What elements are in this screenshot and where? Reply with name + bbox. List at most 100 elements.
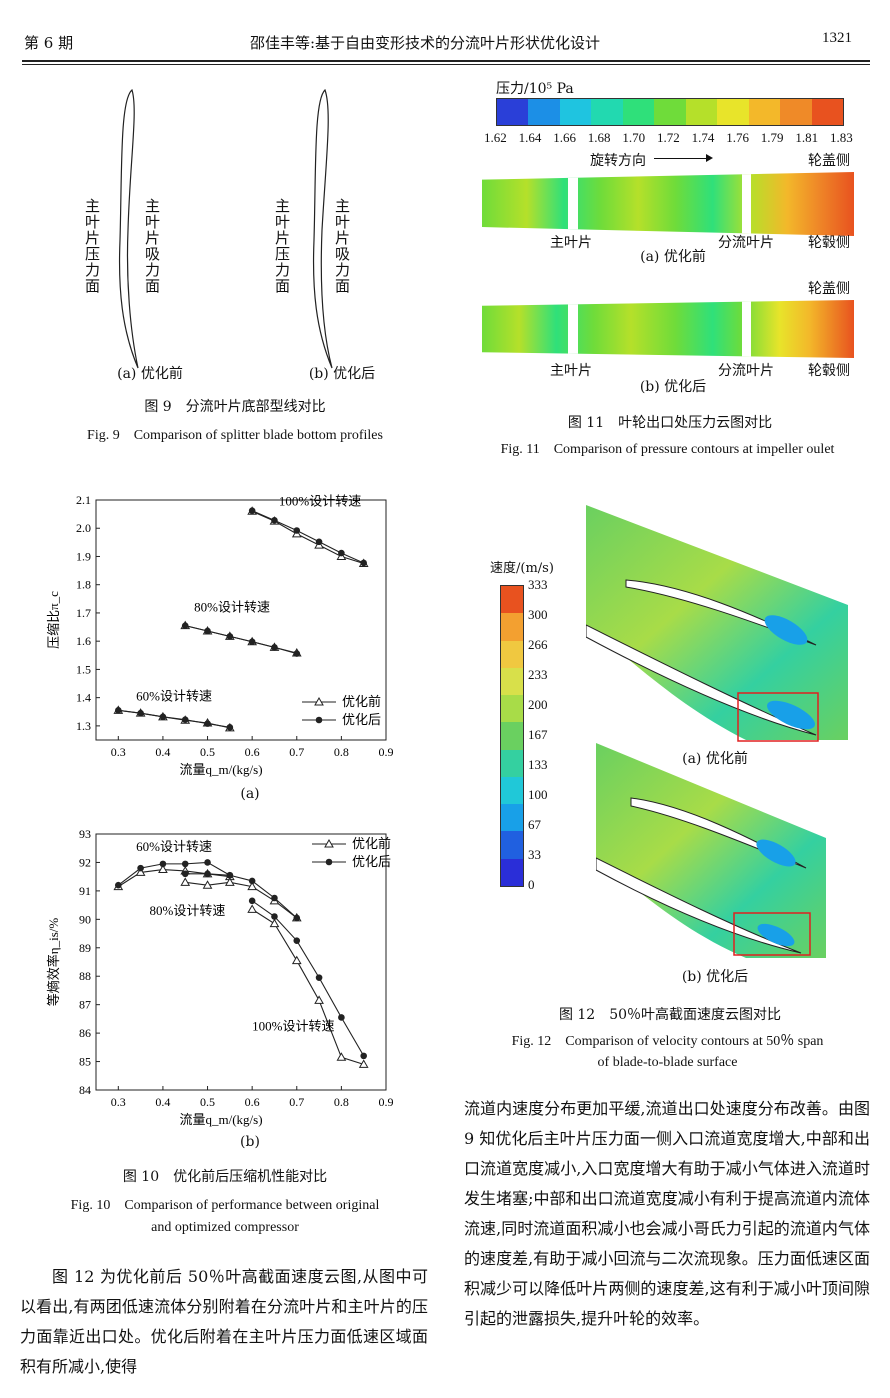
fig10-sub-a: (a) <box>240 786 260 802</box>
fig10a-chart: 0.3 0.4 0.5 0.6 0.7 0.8 0.9 1.3 1.4 1.5 1.6 1.7 1.8 1… <box>46 493 394 777</box>
fig12-colorbar-tick: 233 <box>528 667 548 682</box>
marker-after <box>293 527 301 534</box>
fig12-colorbar-tick: 67 <box>528 817 541 832</box>
fig11b-splitter-gap <box>742 300 751 358</box>
x-tick-label: 0.3 <box>111 745 126 759</box>
header-title: 邵佳丰等:基于自由变形技术的分流叶片形状优化设计 <box>250 34 601 52</box>
marker-after <box>248 507 256 515</box>
x-axis-label: 流量q_m/(kg/s) <box>179 762 262 777</box>
marker-after <box>159 860 167 868</box>
marker-before <box>180 877 191 886</box>
legend-label-after: 优化后 <box>352 854 391 869</box>
series-line <box>251 510 364 565</box>
fig12-colorbar-swatch <box>501 695 523 723</box>
fig12-colorbar-swatch <box>501 586 523 614</box>
fig12-sub-a: (a) 优化前 <box>682 751 748 767</box>
group-label: 80%设计转速 <box>194 600 270 615</box>
fig9b-suction-label: 主叶片吸力面 <box>333 198 351 294</box>
fig12-colorbar-swatch <box>501 804 523 832</box>
marker-after <box>226 723 234 731</box>
fig12a-splitter-blade <box>625 579 817 646</box>
marker-after <box>181 860 189 868</box>
fig11-colorbar-tick: 1.70 <box>622 130 646 145</box>
fig12-colorbar-swatch <box>501 667 523 696</box>
legend-marker-before <box>324 838 334 848</box>
rotation-arrow-icon <box>654 158 710 159</box>
fig11-colorbar-tick: 1.76 <box>726 130 749 145</box>
marker-after <box>181 622 189 629</box>
fig12-colorbar-tick: 133 <box>528 757 548 772</box>
marker-after <box>248 897 256 905</box>
fig11-colorbar-swatch <box>497 99 529 125</box>
y-tick-label: 91 <box>79 884 91 898</box>
fig11-colorbar-title: 压力/10⁵ Pa <box>496 81 574 97</box>
series-line <box>251 510 364 564</box>
fig11-colorbar-swatch <box>559 99 592 125</box>
legend-label-after: 优化后 <box>342 712 381 727</box>
fig11-colorbar-tick: 1.64 <box>518 130 542 145</box>
fig12-colorbar-tick: 200 <box>528 697 548 712</box>
fig12a-highlight-box <box>737 692 819 742</box>
fig12b-highlight-box <box>733 912 811 956</box>
body-text-left: 图 12 为优化前后 50％叶高截面速度云图,从图中可以看出,有两团低速流体分别… <box>20 1267 428 1376</box>
y-tick-label: 93 <box>79 827 91 841</box>
fig12-colorbar-tick: 0 <box>528 877 535 892</box>
fig12-colorbar-swatch <box>501 749 523 777</box>
y-tick-label: 1.4 <box>76 691 91 705</box>
body-text-right: 流道内速度分布更加平缓,流道出口处速度分布改善。由图 9 知优化后主叶片压力面一… <box>464 1099 870 1328</box>
marker-after <box>293 650 301 657</box>
x-tick-label: 0.4 <box>155 1095 170 1109</box>
fig11-colorbar-tick: 1.66 <box>553 130 576 145</box>
marker-after <box>226 633 234 640</box>
group-label: 60%设计转速 <box>136 839 212 854</box>
header-page: 1321 <box>822 30 852 46</box>
marker-before <box>158 864 168 874</box>
fig11b-main-blade-gap <box>568 300 578 358</box>
y-tick-label: 92 <box>79 855 91 869</box>
fig9a-suction-label: 主叶片吸力面 <box>143 198 161 294</box>
x-tick-label: 0.5 <box>200 1095 215 1109</box>
marker-after <box>338 549 345 557</box>
fig9b-pressure-label: 主叶片压力面 <box>273 198 291 294</box>
fig9a-pressure-label: 主叶片压力面 <box>83 198 101 294</box>
y-tick-label: 2.1 <box>76 493 91 507</box>
marker-after <box>315 538 323 546</box>
fig9-caption-en: Fig. 9 Comparison of splitter blade bott… <box>87 428 383 443</box>
marker-after <box>115 707 122 714</box>
series-line <box>185 873 298 919</box>
marker-before <box>224 877 235 886</box>
fig11-colorbar-swatch <box>780 99 812 125</box>
fig11a-shroud-label: 轮盖侧 <box>808 153 850 169</box>
x-tick-label: 0.7 <box>289 745 304 759</box>
fig12-caption-en-1: Fig. 12 Comparison of velocity contours … <box>511 1034 824 1049</box>
fig11-colorbar <box>496 98 844 126</box>
fig12-caption-en-2: of blade-to-blade surface <box>597 1055 738 1070</box>
header-issue: 第 6 期 <box>24 34 74 52</box>
series-line <box>251 908 364 1065</box>
fig11-colorbar-tick: 1.72 <box>657 130 680 145</box>
y-tick-label: 84 <box>79 1083 91 1097</box>
marker-before <box>269 918 280 928</box>
chart-frame <box>95 499 387 741</box>
y-tick-label: 1.8 <box>76 578 91 592</box>
fig11b-main-blade-label: 主叶片 <box>550 363 592 379</box>
fig11-sub-b: (b) 优化后 <box>639 379 707 395</box>
header-rule-thin <box>22 64 870 65</box>
fig11-colorbar-tick: 1.81 <box>795 130 819 145</box>
legend-marker-after <box>315 716 323 724</box>
marker-after <box>360 1052 367 1060</box>
fig11-colorbar-ticks: 1.62 1.64 1.66 1.68 1.70 1.72 1.74 1.76 1.79 1.81… <box>478 130 863 148</box>
fig12-colorbar-tick: 33 <box>528 847 541 862</box>
marker-after <box>293 914 301 922</box>
fig11-colorbar-swatch <box>748 99 781 125</box>
fig11a-main-blade-label: 主叶片 <box>550 235 592 251</box>
fig11-sub-a: (a) 优化前 <box>640 249 706 265</box>
y-axis-label: 压缩比π_c <box>46 591 61 649</box>
fig12-colorbar-swatch <box>501 613 523 641</box>
marker-after <box>159 713 167 721</box>
fig12-colorbar-swatch <box>501 831 523 859</box>
marker-after <box>360 559 367 567</box>
fig11-colorbar-swatch <box>622 99 655 125</box>
marker-before <box>291 955 302 965</box>
x-tick-label: 0.7 <box>289 1095 304 1109</box>
